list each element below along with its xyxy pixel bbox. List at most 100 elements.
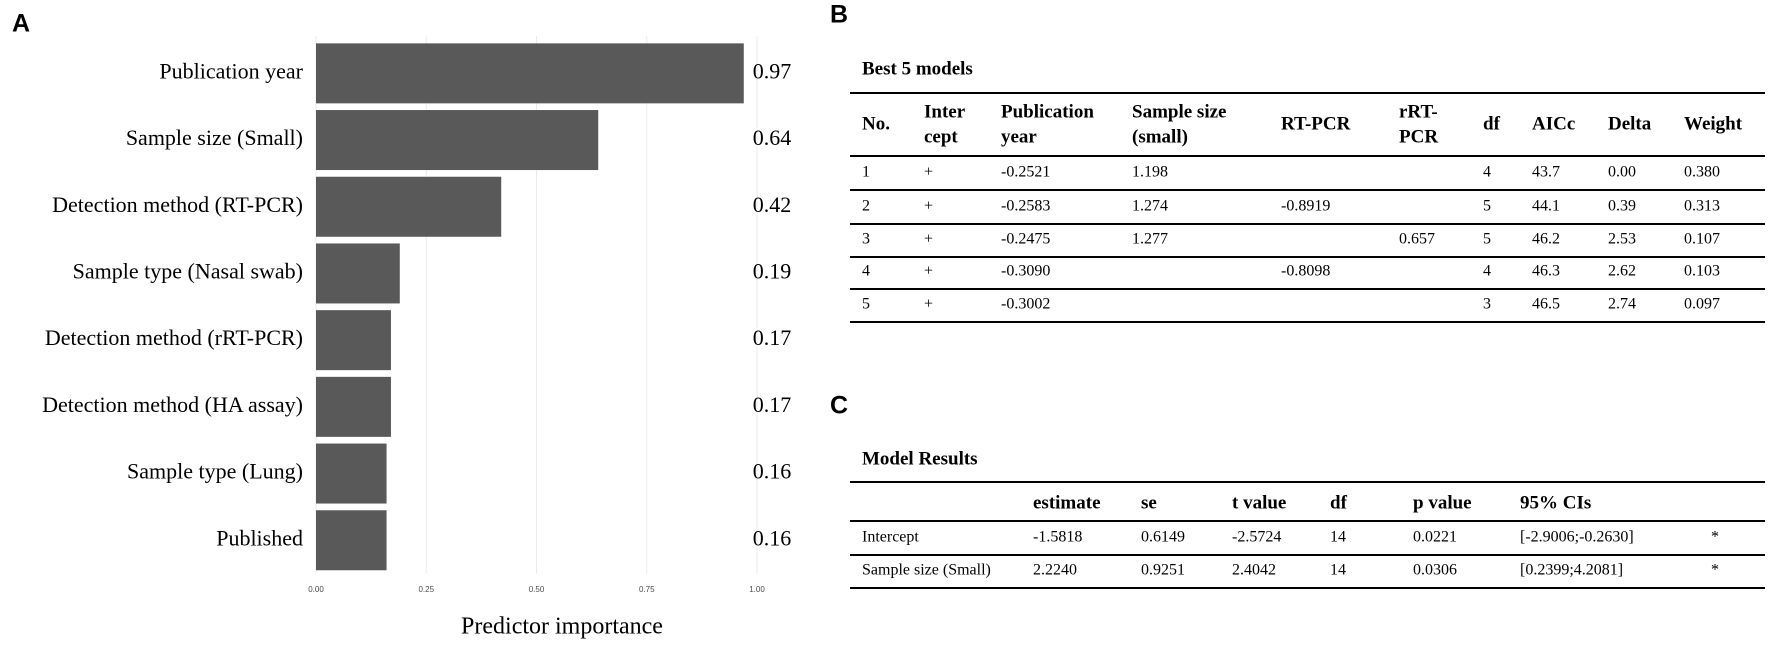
value-label: 0.97 [753, 58, 792, 83]
table-cell: -0.2583 [1001, 198, 1050, 215]
table-cell: 2.4042 [1232, 562, 1276, 579]
table-cell: 2.2240 [1033, 562, 1077, 579]
table-cell: 1.198 [1132, 164, 1168, 181]
table-cell: 0.6149 [1141, 529, 1185, 546]
table-cell: 2 [862, 198, 870, 215]
table-cell: 46.3 [1532, 263, 1560, 280]
y-tick-label: Detection method (RT-PCR) [52, 192, 303, 217]
table-cell: 14 [1330, 529, 1346, 546]
column-header: 95% CIs [1520, 492, 1591, 513]
table-cell: 0.380 [1684, 164, 1720, 181]
table-cell: 44.1 [1532, 198, 1560, 215]
table-cell: 0.0221 [1413, 529, 1457, 546]
table-cell: 14 [1330, 562, 1346, 579]
panel-label: B [830, 1, 848, 29]
bar [316, 510, 387, 571]
column-header: (small) [1132, 126, 1188, 147]
table-cell: 0.103 [1684, 263, 1720, 280]
table-title: Best 5 models [862, 58, 973, 79]
column-header: rRT- [1399, 101, 1438, 122]
table-cell: 4 [862, 263, 870, 280]
column-header: Inter [924, 101, 966, 122]
y-tick-label: Publication year [159, 58, 303, 83]
table-cell: 4 [1483, 164, 1491, 181]
table-cell: 4 [1483, 263, 1491, 280]
column-header: Delta [1608, 113, 1652, 134]
column-header: year [1001, 126, 1037, 147]
column-header: PCR [1399, 126, 1438, 147]
table-cell: -0.3002 [1001, 296, 1050, 313]
x-axis-title: Predictor importance [461, 614, 663, 640]
x-tick-label: 0.75 [639, 585, 655, 594]
table-cell: -0.2521 [1001, 164, 1050, 181]
value-label: 0.64 [753, 125, 792, 150]
panel-label: A [12, 10, 30, 38]
table-cell: 0.097 [1684, 296, 1720, 313]
bar [316, 43, 744, 104]
column-header: Weight [1684, 113, 1743, 134]
table-cell: [-2.9006;-0.2630] [1520, 529, 1634, 546]
value-label: 0.16 [753, 459, 792, 484]
value-label: 0.19 [753, 258, 792, 283]
table-cell: 0.313 [1684, 198, 1720, 215]
column-header: t value [1232, 492, 1286, 513]
column-header: Sample size [1132, 101, 1226, 122]
table-cell: 1 [862, 164, 870, 181]
value-label: 0.42 [753, 192, 792, 217]
column-header: df [1330, 492, 1348, 513]
table-cell: -0.3090 [1001, 263, 1050, 280]
table-cell: 0.00 [1608, 164, 1636, 181]
y-tick-label: Sample type (Nasal swab) [73, 258, 303, 283]
table-cell: 3 [1483, 296, 1491, 313]
x-tick-label: 1.00 [749, 585, 765, 594]
y-tick-label: Detection method (rRT-PCR) [45, 325, 303, 350]
table-cell: 1.277 [1132, 231, 1168, 248]
column-header: No. [862, 113, 890, 134]
value-label: 0.17 [753, 392, 792, 417]
y-tick-label: Detection method (HA assay) [42, 392, 303, 417]
table-cell: 5 [862, 296, 870, 313]
bar [316, 443, 387, 504]
table-cell: * [1711, 562, 1719, 579]
column-header: AICc [1532, 113, 1575, 134]
bar [316, 310, 391, 371]
table-cell: 43.7 [1532, 164, 1560, 181]
table-cell: + [924, 198, 933, 215]
table-cell: 3 [862, 231, 870, 248]
column-header: estimate [1033, 492, 1101, 513]
bar [316, 176, 502, 237]
table-cell: -2.5724 [1232, 529, 1281, 546]
table-cell: -0.8098 [1281, 263, 1330, 280]
table-title: Model Results [862, 448, 978, 469]
table-cell: 0.0306 [1413, 562, 1457, 579]
x-tick-label: 0.25 [418, 585, 434, 594]
table-cell: 0.657 [1399, 231, 1435, 248]
bar [316, 243, 400, 304]
bar [316, 376, 391, 437]
column-header: df [1483, 113, 1501, 134]
table-cell: + [924, 231, 933, 248]
table-cell: 5 [1483, 231, 1491, 248]
table-cell: -0.2475 [1001, 231, 1050, 248]
table-cell: -0.8919 [1281, 198, 1330, 215]
table-cell: 2.74 [1608, 296, 1636, 313]
x-tick-label: 0.00 [308, 585, 324, 594]
value-label: 0.16 [753, 525, 792, 550]
table-cell: + [924, 164, 933, 181]
y-tick-label: Sample size (Small) [126, 125, 303, 150]
column-header: Publication [1001, 101, 1094, 122]
column-header: cept [924, 126, 958, 147]
table-cell: 46.5 [1532, 296, 1560, 313]
table-cell: [0.2399;4.2081] [1520, 562, 1623, 579]
table-cell: Sample size (Small) [862, 562, 991, 579]
table-cell: 0.9251 [1141, 562, 1185, 579]
table-cell: 5 [1483, 198, 1491, 215]
table-cell: + [924, 296, 933, 313]
column-header: se [1141, 492, 1157, 513]
column-header: RT-PCR [1281, 113, 1351, 134]
y-tick-label: Published [216, 525, 303, 550]
panel-label: C [830, 392, 848, 420]
x-tick-label: 0.50 [529, 585, 545, 594]
value-label: 0.17 [753, 325, 792, 350]
